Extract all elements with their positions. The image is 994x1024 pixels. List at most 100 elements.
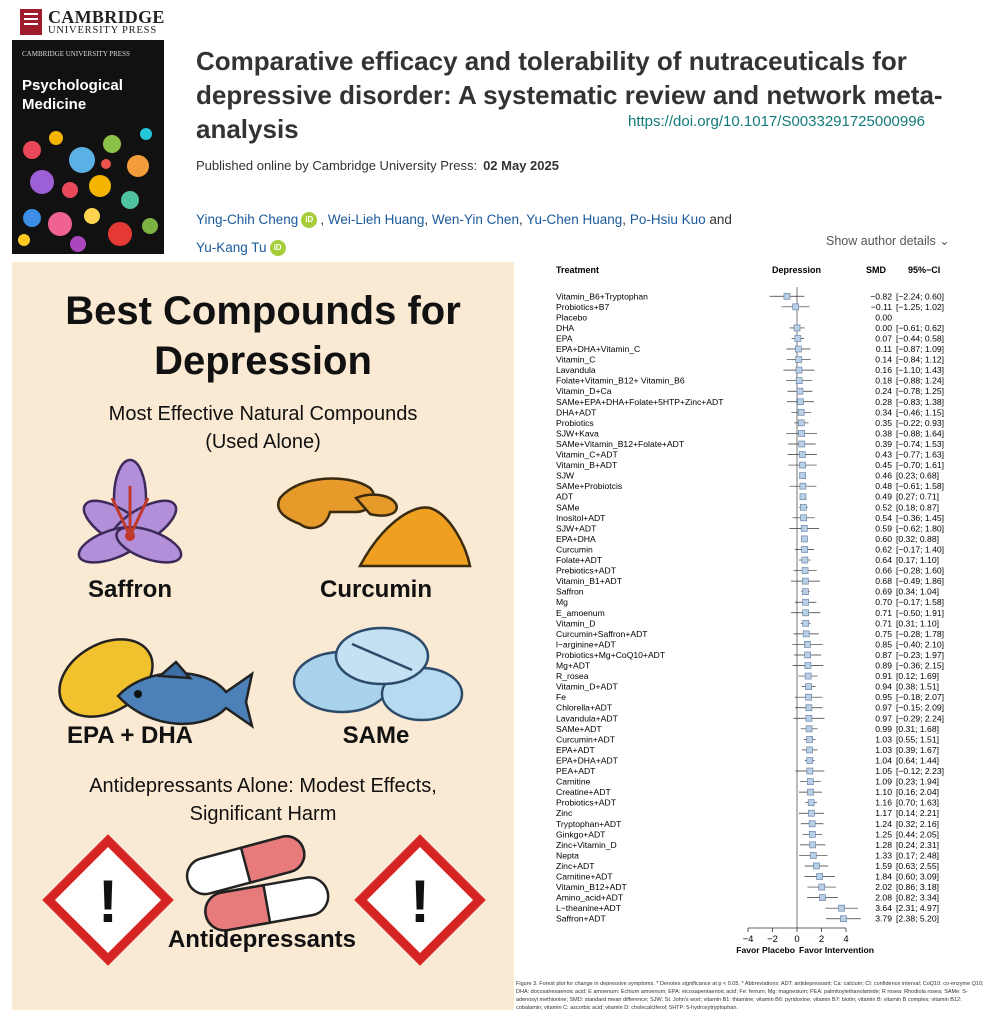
author-and: and xyxy=(709,212,732,227)
treatment-label: SJW+ADT xyxy=(556,523,597,533)
smd-value: 3.79 xyxy=(875,914,892,924)
smd-value: 0.97 xyxy=(875,713,892,723)
author-link[interactable]: Wen-Yin Chen xyxy=(431,212,519,227)
smd-value: 0.75 xyxy=(875,629,892,639)
point-estimate xyxy=(801,535,808,543)
ci-value: [0.38; 1.51] xyxy=(896,682,939,692)
point-estimate xyxy=(807,778,814,785)
ci-value: [−0.74; 1.53] xyxy=(896,439,944,449)
author-link[interactable]: Wei-Lieh Huang xyxy=(327,212,425,227)
ci-value: [−0.29; 2.24] xyxy=(896,713,944,723)
treatment-label: Zinc+Vitamin_D xyxy=(556,840,617,850)
header-smd: SMD xyxy=(866,265,887,275)
ci-value: [−0.49; 1.86] xyxy=(896,576,944,586)
point-estimate xyxy=(801,556,809,564)
orcid-icon[interactable]: iD xyxy=(269,240,286,257)
treatment-label: Zinc xyxy=(556,808,573,818)
ci-value: [−0.36; 1.45] xyxy=(896,513,944,523)
show-author-details-button[interactable]: Show author details ⌄ xyxy=(826,233,950,248)
ci-value: [−0.84; 1.12] xyxy=(896,355,944,365)
treatment-label: Probiotics+B7 xyxy=(556,302,609,312)
author-link[interactable]: Ying-Chih Cheng xyxy=(196,212,299,227)
author-link[interactable]: Yu-Chen Huang xyxy=(526,212,623,227)
smd-value: 1.05 xyxy=(875,766,892,776)
capsule-pills-icon xyxy=(185,835,330,932)
point-estimate xyxy=(792,303,800,311)
point-estimate xyxy=(808,820,816,828)
point-estimate xyxy=(804,641,811,648)
ci-value: [−1.25; 1.02] xyxy=(896,302,944,312)
smd-value: 0.34 xyxy=(875,407,892,417)
author-link[interactable]: Yu-Kang Tu xyxy=(196,240,267,255)
ci-value: [−0.17; 1.40] xyxy=(896,544,944,554)
treatment-label: Saffron+ADT xyxy=(556,914,607,924)
author-list: Ying-Chih Cheng iD, Wei-Lieh Huang, Wen-Y… xyxy=(196,212,732,257)
smd-value: 0.91 xyxy=(875,671,892,681)
ci-value: [0.17; 1.10] xyxy=(896,555,939,565)
x-tick-label: 2 xyxy=(819,934,824,945)
treatment-label: Saffron xyxy=(556,587,584,597)
treatment-label: Vitamin_C+ADT xyxy=(556,450,618,460)
smd-value: 0.99 xyxy=(875,724,892,734)
ci-value: [−0.23; 1.97] xyxy=(896,650,944,660)
cover-journal-title: Psychological Medicine xyxy=(22,77,123,113)
publisher-name: CAMBRIDGE xyxy=(48,7,165,27)
ci-value: [−0.88; 1.64] xyxy=(896,428,944,438)
published-label: Published online by Cambridge University… xyxy=(196,158,478,173)
point-estimate xyxy=(800,503,807,511)
smd-value: 0.71 xyxy=(875,608,892,618)
warning-mark: ! xyxy=(410,868,430,935)
smd-value: 0.07 xyxy=(875,333,892,343)
ci-value: [−0.46; 1.15] xyxy=(896,407,944,417)
orcid-icon[interactable]: iD xyxy=(301,212,318,229)
ci-value: [0.39; 1.67] xyxy=(896,745,939,755)
treatment-label: Fe xyxy=(556,692,566,702)
subtitle-line-1: Most Effective Natural Compounds xyxy=(108,403,418,425)
header-treatment: Treatment xyxy=(556,265,599,275)
smd-value: 0.95 xyxy=(875,692,892,702)
smd-value: 0.54 xyxy=(875,513,892,523)
compound-same: SAMe xyxy=(342,722,410,749)
subtitle-line-2: (Used Alone) xyxy=(205,431,321,453)
ci-value: [−0.40; 2.10] xyxy=(896,639,944,649)
warning-mark: ! xyxy=(98,868,118,935)
treatment-label: Lavandula+ADT xyxy=(556,713,619,723)
cover-press: CAMBRIDGE UNIVERSITY PRESS xyxy=(22,50,130,58)
treatment-label: E_amoenum xyxy=(556,608,605,618)
ci-value: [−0.22; 0.93] xyxy=(896,418,944,428)
chevron-down-icon: ⌄ xyxy=(939,234,950,248)
x-tick-label: −2 xyxy=(767,934,778,945)
treatment-label: EPA+DHA+Vitamin_C xyxy=(556,344,640,354)
ci-value: [2.31; 4.97] xyxy=(896,903,939,913)
point-estimate xyxy=(799,461,806,469)
treatment-label: SJW+Kava xyxy=(556,428,599,438)
ci-value: [0.32; 0.88] xyxy=(896,534,939,544)
doi-link[interactable]: https://doi.org/10.1017/S003329172500099… xyxy=(628,113,925,130)
point-estimate xyxy=(802,588,809,596)
published-line: Published online by Cambridge University… xyxy=(196,158,559,173)
publisher-logo[interactable]: CAMBRIDGE UNIVERSITY PRESS xyxy=(20,8,165,37)
infographic-title: Best Compounds for Depression xyxy=(65,289,461,383)
point-estimate xyxy=(804,662,812,669)
smd-value: 0.11 xyxy=(876,344,892,354)
treatment-label: SAMe+EPA+DHA+Folate+5HTP+Zinc+ADT xyxy=(556,397,724,407)
ci-value: [−2.24; 0.60] xyxy=(896,291,944,301)
treatment-label: Nepta xyxy=(556,850,579,860)
journal-cover[interactable]: CAMBRIDGE UNIVERSITY PRESS Psychological… xyxy=(12,40,164,254)
smd-value: 0.43 xyxy=(875,450,892,460)
point-estimate xyxy=(797,398,804,406)
ci-value: [0.24; 2.31] xyxy=(896,840,939,850)
author-link[interactable]: Po-Hsiu Kuo xyxy=(629,212,706,227)
treatment-label: Folate+ADT xyxy=(556,555,603,565)
treatment-label: Prebiotics+ADT xyxy=(556,566,617,576)
publisher-subname: UNIVERSITY PRESS xyxy=(48,25,157,36)
turmeric-root-icon xyxy=(277,477,472,568)
ci-value: [0.17; 2.48] xyxy=(896,850,939,860)
smd-value: 0.16 xyxy=(875,365,892,375)
ci-value: [0.16; 2.04] xyxy=(896,787,939,797)
point-estimate xyxy=(797,408,805,416)
point-estimate xyxy=(798,440,806,448)
show-author-details-label: Show author details xyxy=(826,234,936,248)
point-estimate xyxy=(840,915,847,923)
point-estimate xyxy=(807,788,814,796)
